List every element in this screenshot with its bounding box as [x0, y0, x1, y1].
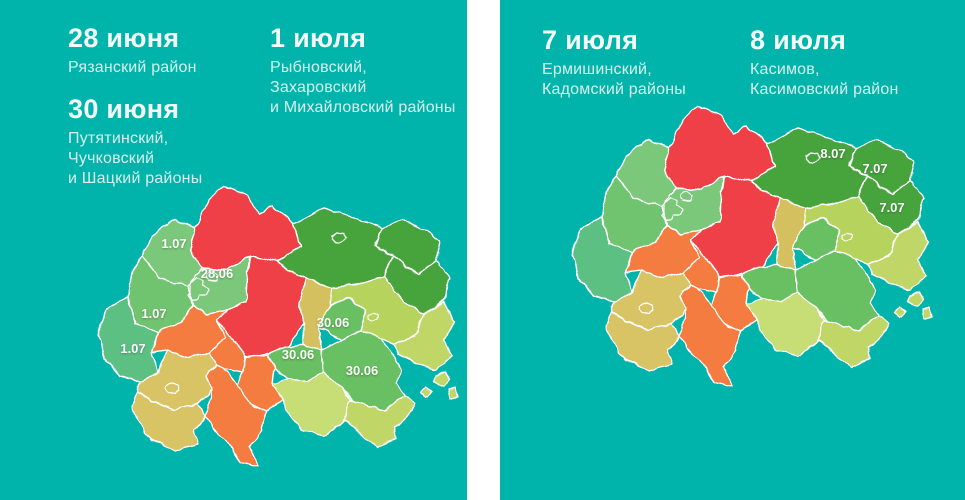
panel-left: 28 июня Рязанский район 30 июня Путятинс… — [0, 0, 467, 500]
district-isl3 — [893, 305, 907, 319]
announcement-date: 7 июля — [542, 25, 639, 55]
town-outline-e — [841, 231, 854, 243]
oblast-map: 8.07 7.07 7.07 — [571, 105, 933, 387]
district-or4 — [679, 283, 741, 387]
map-date-label: 1.07 — [120, 341, 145, 356]
ryazan-city-outline — [187, 277, 210, 302]
map-date-label: 7.07 — [862, 161, 887, 176]
announcement-date: 8 июля — [750, 25, 847, 55]
town-outline-e — [367, 311, 380, 323]
kasimov-city-outline — [805, 151, 822, 163]
announcement-column: 8 июля Касимов, Касимовский район — [750, 26, 955, 117]
map-date-label: 1.07 — [161, 236, 186, 251]
announcement-regions: Путятинский, Чучковский и Шацкий районы — [68, 130, 203, 187]
announcement-regions: Ермишинский, Кадомский районы — [542, 61, 686, 98]
district-isl2 — [447, 387, 459, 399]
ryazan-city-outline-2 — [680, 190, 692, 202]
district-ylgreen_se — [817, 315, 891, 369]
announcement-date: 30 июня — [68, 94, 180, 124]
district-or4 — [205, 363, 267, 467]
kasimov-city-outline — [331, 231, 348, 243]
announcement: 30 июня Путятинский, Чучковский и Шацкий р… — [68, 95, 273, 189]
panel-right: 7 июля Ермишинский, Кадомский районы 8 ию… — [500, 0, 965, 500]
district-isl2 — [921, 307, 933, 319]
district-tan_b — [605, 311, 681, 371]
announcement: 28 июня Рязанский район — [68, 24, 273, 78]
district-isl1 — [907, 291, 925, 307]
district-coast — [869, 221, 929, 291]
district-tan_b — [131, 391, 207, 451]
announcement-date: 1 июля — [270, 23, 367, 53]
announcement-regions: Рязанский район — [68, 59, 197, 76]
district-ylgreen_se — [343, 395, 417, 449]
announcement-column: 28 июня Рязанский район 30 июня Путятинс… — [68, 24, 273, 206]
announcement: 8 июля Касимов, Касимовский район — [750, 26, 955, 100]
ryazan-city-outline — [661, 197, 684, 222]
announcement: 7 июля Ермишинский, Кадомский районы — [542, 26, 747, 100]
announcement: 1 июля Рыбновский, Захаровский и Михайловс… — [270, 24, 467, 118]
region-map: 1.07 28.06 1.07 1.07 30.06 30.06 30.06 — [96, 184, 466, 474]
map-date-label: 30.06 — [346, 363, 379, 378]
district-isl1 — [433, 371, 451, 387]
town-outline-sw — [164, 382, 181, 395]
map-date-label: 28.06 — [201, 266, 234, 281]
map-date-label: 1.07 — [141, 306, 166, 321]
announcement-regions: Касимов, Касимовский район — [750, 61, 899, 98]
oblast-map: 1.07 28.06 1.07 1.07 30.06 30.06 30.06 — [97, 185, 459, 467]
map-date-label: 8.07 — [820, 146, 845, 161]
district-isl3 — [419, 385, 433, 399]
announcement-regions: Рыбновский, Захаровский и Михайловский рай… — [270, 59, 456, 116]
map-date-label: 7.07 — [879, 200, 904, 215]
town-outline-sw — [638, 302, 655, 315]
district-coast — [395, 301, 455, 371]
map-date-label: 30.06 — [282, 347, 315, 362]
ryazan-city-outline-2 — [206, 270, 218, 282]
region-map: 8.07 7.07 7.07 — [570, 104, 940, 394]
announcement-date: 28 июня — [68, 23, 180, 53]
map-date-label: 30.06 — [317, 315, 350, 330]
announcement-column: 1 июля Рыбновский, Захаровский и Михайловс… — [270, 24, 467, 135]
announcement-column: 7 июля Ермишинский, Кадомский районы — [542, 26, 747, 117]
